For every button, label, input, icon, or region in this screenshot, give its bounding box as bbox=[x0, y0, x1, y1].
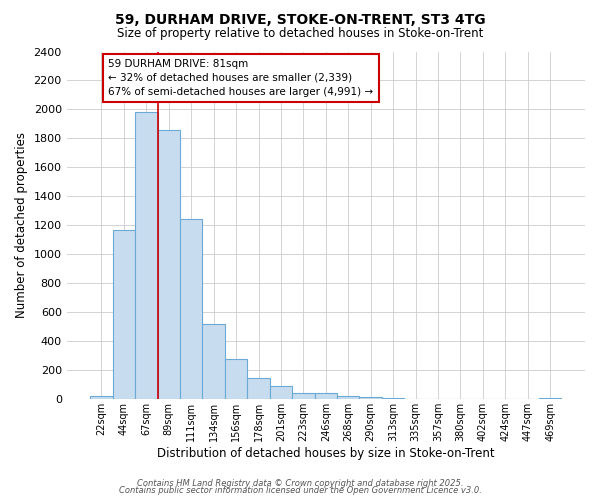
Bar bbox=[404, 398, 427, 400]
Bar bbox=[247, 378, 270, 400]
Bar bbox=[270, 386, 292, 400]
Text: 59 DURHAM DRIVE: 81sqm
← 32% of detached houses are smaller (2,339)
67% of semi-: 59 DURHAM DRIVE: 81sqm ← 32% of detached… bbox=[108, 58, 373, 96]
Bar bbox=[337, 396, 359, 400]
Y-axis label: Number of detached properties: Number of detached properties bbox=[15, 132, 28, 318]
Text: 59, DURHAM DRIVE, STOKE-ON-TRENT, ST3 4TG: 59, DURHAM DRIVE, STOKE-ON-TRENT, ST3 4T… bbox=[115, 12, 485, 26]
Bar bbox=[449, 398, 472, 400]
Text: Size of property relative to detached houses in Stoke-on-Trent: Size of property relative to detached ho… bbox=[117, 28, 483, 40]
Bar bbox=[225, 360, 247, 400]
Bar bbox=[90, 396, 113, 400]
Bar bbox=[292, 393, 314, 400]
Bar bbox=[158, 130, 180, 400]
Bar bbox=[135, 112, 158, 400]
Bar bbox=[427, 398, 449, 400]
Bar bbox=[180, 219, 202, 400]
Text: Contains HM Land Registry data © Crown copyright and database right 2025.: Contains HM Land Registry data © Crown c… bbox=[137, 478, 463, 488]
Text: Contains public sector information licensed under the Open Government Licence v3: Contains public sector information licen… bbox=[119, 486, 481, 495]
Bar bbox=[359, 397, 382, 400]
Bar bbox=[202, 324, 225, 400]
Bar bbox=[314, 394, 337, 400]
Bar bbox=[382, 398, 404, 400]
Bar bbox=[113, 230, 135, 400]
Bar bbox=[539, 398, 562, 400]
X-axis label: Distribution of detached houses by size in Stoke-on-Trent: Distribution of detached houses by size … bbox=[157, 447, 494, 460]
